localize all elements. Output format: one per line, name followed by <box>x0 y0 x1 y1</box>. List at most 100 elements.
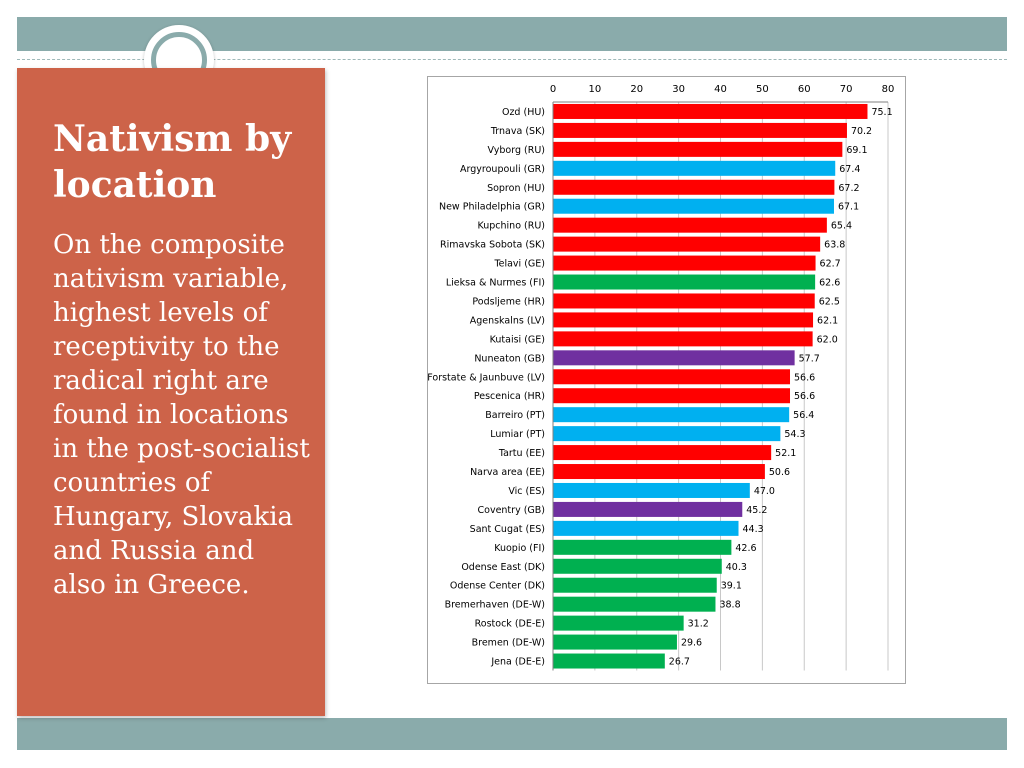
x-tick-label: 70 <box>840 84 853 95</box>
slide-title: Nativism by location <box>53 118 292 206</box>
data-label: 56.6 <box>794 391 815 402</box>
category-label: Argyroupouli (GR) <box>460 164 545 175</box>
bar <box>553 331 813 347</box>
data-label: 62.6 <box>819 278 840 289</box>
data-label: 31.2 <box>688 619 709 630</box>
header-divider <box>17 59 1007 60</box>
data-label: 62.1 <box>817 315 838 326</box>
bar <box>553 615 684 631</box>
category-label: Forstate & Jaunbuve (LV) <box>428 372 545 383</box>
bar <box>553 141 843 157</box>
data-label: 62.7 <box>820 259 841 270</box>
category-label: Jena (DE-E) <box>490 657 545 668</box>
bar <box>553 577 717 593</box>
data-label: 56.4 <box>793 410 814 421</box>
data-label: 38.8 <box>719 600 740 611</box>
data-label: 69.1 <box>846 145 867 156</box>
category-label: Narva area (EE) <box>470 467 545 478</box>
data-label: 45.2 <box>746 505 767 516</box>
x-tick-label: 80 <box>882 84 895 95</box>
category-label: Kuopio (FI) <box>494 543 545 554</box>
bar <box>553 596 716 612</box>
category-label: Barreiro (PT) <box>485 410 545 421</box>
data-label: 56.6 <box>794 372 815 383</box>
category-label: Pescenica (HR) <box>474 391 545 402</box>
bar <box>553 255 816 271</box>
category-label: Sant Cugat (ES) <box>470 524 545 535</box>
slide-body-text: On the composite nativism variable, high… <box>53 230 310 600</box>
bar <box>553 236 821 252</box>
data-label: 67.2 <box>838 183 859 194</box>
data-label: 70.2 <box>851 126 872 137</box>
category-label: Kupchino (RU) <box>477 221 545 232</box>
category-label: Coventry (GB) <box>478 505 546 516</box>
x-tick-label: 20 <box>630 84 643 95</box>
category-label: Trnava (SK) <box>490 126 545 137</box>
bar <box>553 558 722 574</box>
x-tick-label: 10 <box>589 84 602 95</box>
bar <box>553 369 791 385</box>
bar <box>553 653 665 669</box>
data-label: 54.3 <box>784 429 805 440</box>
category-label: Rimavska Sobota (SK) <box>440 240 545 251</box>
category-label: Bremen (DE-W) <box>472 638 545 649</box>
bar <box>553 312 814 328</box>
category-label: Rostock (DE-E) <box>475 619 545 630</box>
bar <box>553 539 732 555</box>
data-label: 67.4 <box>839 164 860 175</box>
bar-chart: 0 10 20 30 40 50 60 70 80 Ozd (HU) 75.1 Trnava (SK)… <box>428 84 895 671</box>
data-label: 29.6 <box>681 638 702 649</box>
bottom-band <box>17 718 1007 750</box>
category-label: Bremerhaven (DE-W) <box>445 600 545 611</box>
data-label: 75.1 <box>871 107 892 118</box>
x-tick-label: 40 <box>714 84 727 95</box>
data-label: 40.3 <box>726 562 747 573</box>
bar <box>553 501 743 517</box>
category-label: Lieksa & Nurmes (FI) <box>446 278 545 289</box>
category-label: Sopron (HU) <box>487 183 545 194</box>
data-label: 47.0 <box>754 486 775 497</box>
x-tick-label: 30 <box>672 84 685 95</box>
x-tick-label: 50 <box>756 84 769 95</box>
side-panel: Nativism by location On the composite na… <box>17 68 325 716</box>
bar <box>553 445 772 461</box>
bar <box>553 482 750 498</box>
category-label: Podsljeme (HR) <box>472 296 545 307</box>
category-label: Kutaisi (GE) <box>490 334 545 345</box>
data-label: 50.6 <box>769 467 790 478</box>
bar <box>553 274 816 290</box>
category-label: Ozd (HU) <box>502 107 545 118</box>
x-tick-label: 0 <box>550 84 556 95</box>
bar <box>553 388 791 404</box>
data-label: 57.7 <box>799 353 820 364</box>
bar <box>553 160 836 176</box>
data-label: 39.1 <box>721 581 742 592</box>
data-label: 42.6 <box>735 543 756 554</box>
category-label: Vic (ES) <box>508 486 545 497</box>
category-label: Agenskalns (LV) <box>470 315 545 326</box>
bar <box>553 293 815 309</box>
x-tick-label: 60 <box>798 84 811 95</box>
data-label: 62.5 <box>819 296 840 307</box>
bar <box>553 634 677 650</box>
category-label: Odense Center (DK) <box>450 581 545 592</box>
data-label: 62.0 <box>817 334 838 345</box>
bar <box>553 179 835 195</box>
category-label: Nuneaton (GB) <box>474 353 545 364</box>
bar <box>553 464 765 480</box>
data-label: 67.1 <box>838 202 859 213</box>
category-label: Odense East (DK) <box>461 562 545 573</box>
category-label: Telavi (GE) <box>493 259 545 270</box>
bar <box>553 103 868 119</box>
bar <box>553 407 790 423</box>
bar <box>553 426 781 442</box>
data-label: 26.7 <box>669 657 690 668</box>
chart-container: 0 10 20 30 40 50 60 70 80 Ozd (HU) 75.1 Trnava (SK)… <box>427 76 906 684</box>
data-label: 52.1 <box>775 448 796 459</box>
category-label: Lumiar (PT) <box>490 429 545 440</box>
data-label: 65.4 <box>831 221 852 232</box>
category-label: Tartu (EE) <box>498 448 545 459</box>
bar <box>553 198 834 214</box>
bar <box>553 217 827 233</box>
bar <box>553 520 739 536</box>
